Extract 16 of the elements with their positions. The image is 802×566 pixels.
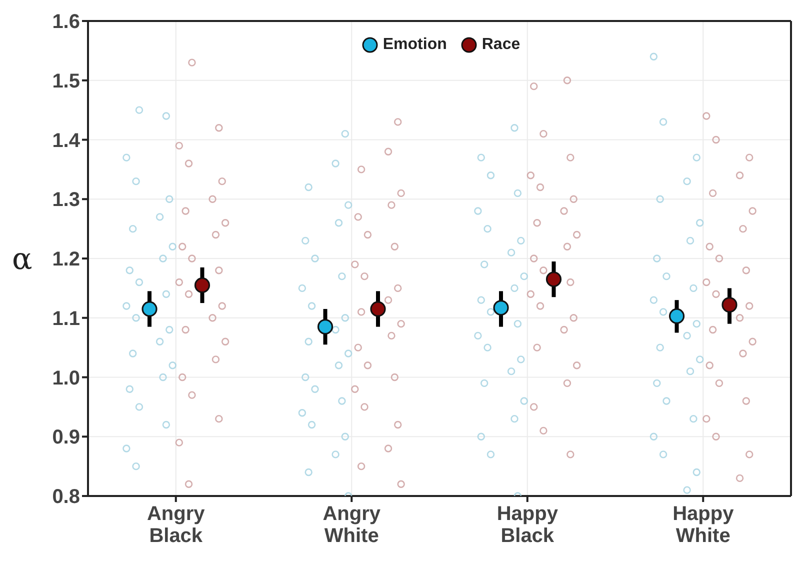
y-tick-label: 1.1 <box>52 308 80 330</box>
y-tick-label: 1.6 <box>52 11 80 34</box>
y-tick-label: 1.2 <box>52 248 80 271</box>
x-tick-label: Angry White <box>322 503 382 547</box>
y-tick-label: 1.4 <box>52 130 81 152</box>
y-tick-label: 1.5 <box>52 70 80 92</box>
x-tick-label: Happy White <box>672 503 735 547</box>
y-tick-label: 0.9 <box>52 426 80 449</box>
legend-label: Race <box>482 36 520 54</box>
y-axis-title: α <box>12 242 32 278</box>
y-tick-label: 1.0 <box>52 367 80 390</box>
x-tick-label: Happy Black <box>496 503 559 547</box>
x-tick-label: Angry Black <box>146 503 206 547</box>
y-tick-label: 0.8 <box>52 486 80 508</box>
y-tick-label: 1.3 <box>52 189 80 212</box>
legend-label: Emotion <box>382 36 447 54</box>
